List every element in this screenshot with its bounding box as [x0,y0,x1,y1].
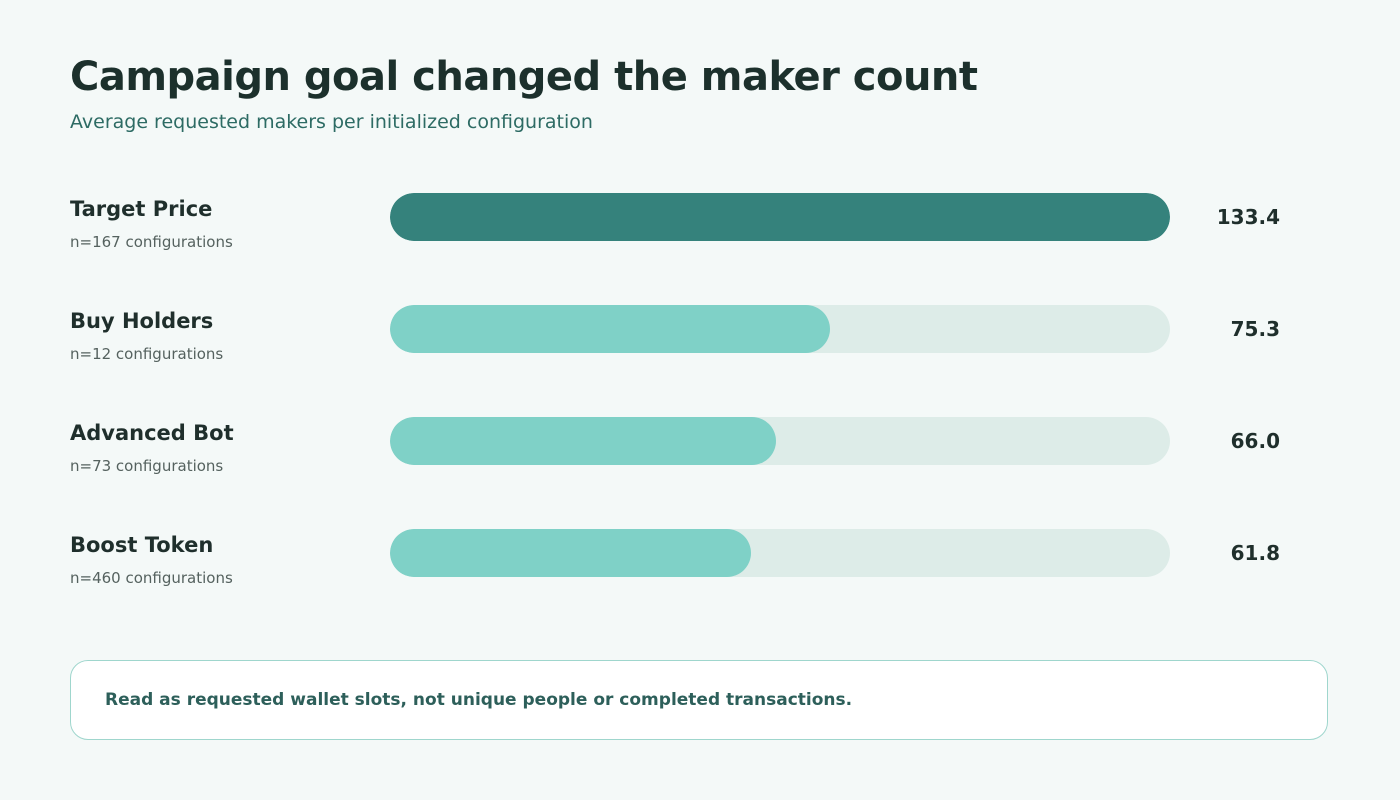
value-label: 75.3 [1230,317,1280,341]
bar-track [390,305,1170,353]
chart-title: Campaign goal changed the maker count [70,54,978,100]
bar [390,529,751,577]
bar-track [390,417,1170,465]
bar [390,305,830,353]
category-label: Boost Token [70,533,214,557]
bar-row: Advanced Bot n=73 configurations 66.0 [70,417,1280,529]
bar [390,417,776,465]
value-label: 66.0 [1230,429,1280,453]
bar-row: Target Price n=167 configurations 133.4 [70,193,1280,305]
bar [390,193,1170,241]
category-label: Target Price [70,197,213,221]
sample-size-label: n=460 configurations [70,569,233,587]
value-label: 61.8 [1230,541,1280,565]
bar-row: Buy Holders n=12 configurations 75.3 [70,305,1280,417]
category-label: Advanced Bot [70,421,234,445]
value-label: 133.4 [1216,205,1280,229]
bar-row: Boost Token n=460 configurations 61.8 [70,529,1280,641]
footnote-text: Read as requested wallet slots, not uniq… [105,690,853,710]
sample-size-label: n=73 configurations [70,457,224,475]
chart-subtitle: Average requested makers per initialized… [70,111,593,133]
bar-track [390,529,1170,577]
category-label: Buy Holders [70,309,214,333]
footnote-card: Read as requested wallet slots, not uniq… [70,660,1328,740]
sample-size-label: n=167 configurations [70,233,233,251]
bar-rows: Target Price n=167 configurations 133.4 Buy… [70,193,1280,641]
sample-size-label: n=12 configurations [70,345,224,363]
bar-track [390,193,1170,241]
